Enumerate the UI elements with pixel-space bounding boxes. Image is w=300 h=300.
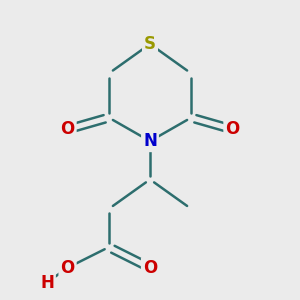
Text: O: O	[60, 259, 75, 277]
Text: H: H	[40, 274, 54, 292]
Text: S: S	[144, 35, 156, 53]
Text: N: N	[143, 132, 157, 150]
Text: O: O	[225, 120, 240, 138]
Text: O: O	[60, 120, 75, 138]
Text: O: O	[143, 259, 157, 277]
